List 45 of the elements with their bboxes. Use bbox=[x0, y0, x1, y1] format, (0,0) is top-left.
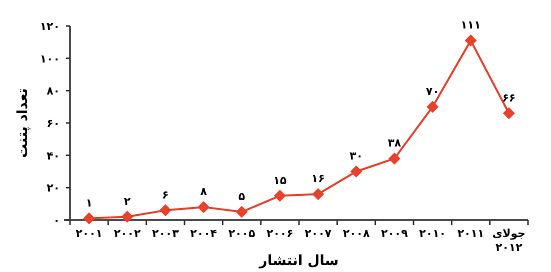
x-tick-label: ۲۰۰۸ bbox=[342, 227, 370, 240]
y-tick-label: ۱۲۰ bbox=[40, 20, 60, 33]
data-label: ۸ bbox=[200, 185, 208, 198]
data-label: ۳۰ bbox=[350, 150, 363, 162]
y-tick-label: ۴۰ bbox=[46, 149, 60, 162]
point bbox=[83, 212, 96, 224]
point bbox=[121, 210, 134, 223]
data-label: ۱۵ bbox=[273, 174, 287, 187]
point bbox=[464, 34, 477, 47]
x-tick-label: ۲۰۱۰ bbox=[419, 227, 446, 240]
x-axis-title: سال انتشار bbox=[258, 253, 339, 269]
data-label: ۷۰ bbox=[426, 84, 440, 98]
y-tick-label: ۱۰۰ bbox=[40, 52, 60, 66]
x-tick-label: ۲۰۰۱ bbox=[76, 227, 103, 240]
y-tick-label: ۲۰ bbox=[46, 182, 60, 195]
x-tick-label: ۲۰۰۶ bbox=[266, 227, 294, 240]
x-tick-label: ۲۰۰۷ bbox=[304, 227, 332, 240]
point bbox=[159, 204, 172, 216]
point bbox=[236, 206, 248, 218]
point bbox=[426, 100, 439, 113]
data-label: ۳۸ bbox=[388, 136, 402, 150]
x-tick-label: ۲۰۰۹ bbox=[380, 227, 408, 240]
x-tick-label: ۲۰۱۱ bbox=[457, 227, 484, 240]
data-label: ۵ bbox=[238, 190, 246, 203]
data-label: ۱۱۱ bbox=[460, 18, 481, 32]
y-tick-label: ۶۰ bbox=[46, 117, 60, 130]
point bbox=[274, 190, 286, 202]
point bbox=[350, 166, 362, 178]
y-tick-label: ۰ bbox=[53, 214, 60, 227]
data-label: ۱۶ bbox=[311, 172, 325, 186]
data-label: ۲ bbox=[124, 194, 131, 208]
data-label: ۶ bbox=[162, 188, 169, 202]
y-tick-label: ۸۰ bbox=[46, 84, 60, 98]
data-label: ۱ bbox=[86, 196, 92, 210]
x-tick-label: ۲۰۰۴ bbox=[190, 227, 218, 240]
point bbox=[388, 152, 400, 165]
point bbox=[502, 107, 515, 120]
point bbox=[312, 188, 324, 200]
y-axis-title: تعداد پتنت bbox=[15, 88, 31, 158]
x-tick-label: ۲۰۰۲ bbox=[114, 227, 141, 240]
x-tick-label: جولای ۲۰۱۲ bbox=[492, 227, 526, 254]
x-tick-label: ۲۰۰۵ bbox=[228, 227, 256, 240]
x-tick-label: ۲۰۰۳ bbox=[152, 227, 180, 240]
point bbox=[198, 201, 210, 214]
data-label: ۶۶ bbox=[502, 91, 516, 104]
